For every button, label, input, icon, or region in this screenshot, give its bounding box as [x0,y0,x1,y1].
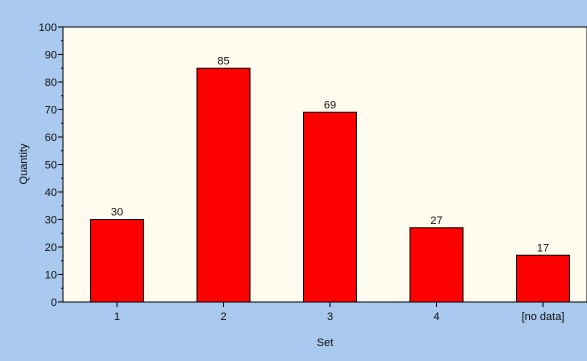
y-tick-label: 60 [45,132,57,144]
y-tick-label: 100 [39,22,57,34]
bar-value-label: 30 [111,207,123,219]
bar-4 [409,227,464,303]
bar-3 [303,111,357,303]
bar-value-label: 85 [217,55,229,67]
x-axis-title: Set [317,337,334,349]
x-tick-label: 2 [220,311,226,323]
y-tick-label: 20 [45,242,57,254]
x-tick-label: [no data] [522,311,565,323]
x-tick-label: 3 [327,311,333,323]
data-labels: 30 85 69 27 17 [111,55,549,254]
y-tick-label: 30 [45,215,57,227]
y-tick-label: 10 [45,270,57,282]
y-tick-label: 80 [45,77,57,89]
x-axis: 1 2 3 4 [no data] [63,301,587,323]
y-tick-label: 70 [45,105,57,117]
bars [90,67,570,303]
y-axis: 0 10 20 30 40 50 60 70 80 90 100 [39,22,64,309]
bar-value-label: 69 [324,99,336,111]
y-tick-label: 50 [45,160,57,172]
y-axis-title: Quantity [18,143,30,184]
bar-value-label: 27 [430,215,442,227]
bar-value-label: 17 [537,242,549,254]
bar-[no data] [516,254,570,303]
x-tick-label: 4 [433,311,439,323]
bar-2 [196,67,251,303]
y-tick-label: 0 [51,297,57,309]
y-tick-label: 40 [45,187,57,199]
x-tick-label: 1 [114,311,120,323]
y-tick-label: 90 [45,50,57,62]
bar-1 [90,219,144,303]
